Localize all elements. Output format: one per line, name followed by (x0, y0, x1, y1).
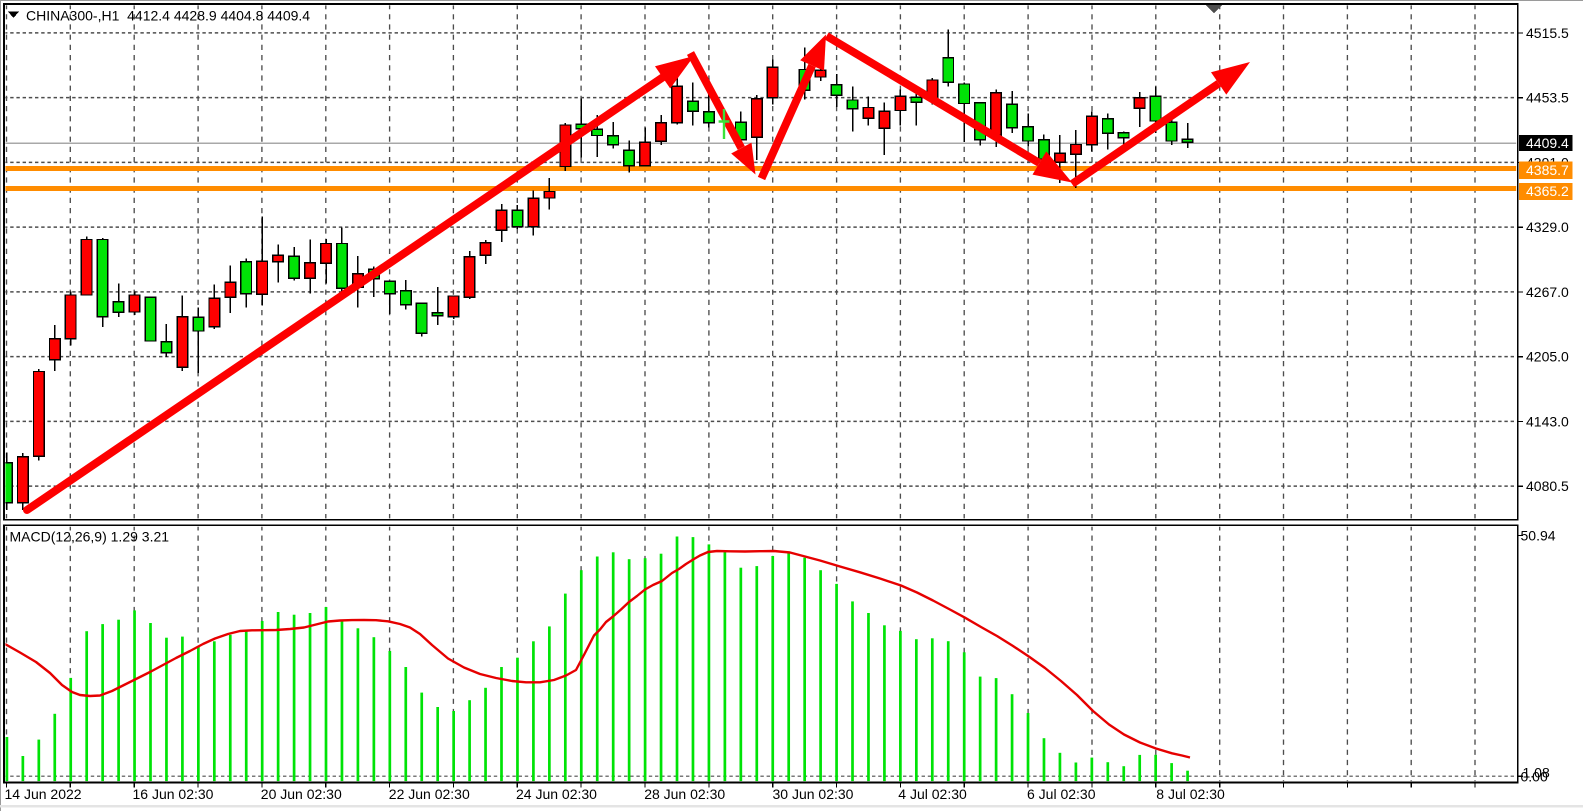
svg-text:6 Jul 02:30: 6 Jul 02:30 (1027, 786, 1096, 802)
svg-text:CHINA300-,H1 4412.4 4428.9 44: CHINA300-,H1 4412.4 4428.9 4404.8 4409.4 (26, 8, 310, 24)
svg-text:0.00: 0.00 (1521, 768, 1548, 784)
svg-text:24 Jun 02:30: 24 Jun 02:30 (516, 786, 597, 802)
svg-text:4267.0: 4267.0 (1526, 284, 1569, 300)
svg-text:14 Jun 2022: 14 Jun 2022 (5, 786, 82, 802)
svg-text:4143.0: 4143.0 (1526, 413, 1569, 429)
svg-text:16 Jun 02:30: 16 Jun 02:30 (133, 786, 214, 802)
svg-text:4385.7: 4385.7 (1526, 162, 1569, 178)
svg-text:4205.0: 4205.0 (1526, 349, 1569, 365)
svg-text:8 Jul 02:30: 8 Jul 02:30 (1156, 786, 1225, 802)
svg-text:1.08: 1.08 (1523, 765, 1550, 781)
svg-text:4080.5: 4080.5 (1526, 478, 1569, 494)
svg-text:4453.5: 4453.5 (1526, 90, 1569, 106)
svg-text:4329.0: 4329.0 (1526, 219, 1569, 235)
svg-text:4409.4: 4409.4 (1526, 135, 1569, 151)
svg-text:20 Jun 02:30: 20 Jun 02:30 (261, 786, 342, 802)
svg-text:4365.2: 4365.2 (1526, 183, 1569, 199)
svg-text:28 Jun 02:30: 28 Jun 02:30 (644, 786, 725, 802)
svg-text:30 Jun 02:30: 30 Jun 02:30 (773, 786, 854, 802)
svg-text:4515.5: 4515.5 (1526, 25, 1569, 41)
svg-text:50.94: 50.94 (1521, 528, 1556, 544)
svg-text:22 Jun 02:30: 22 Jun 02:30 (389, 786, 470, 802)
svg-text:4 Jul 02:30: 4 Jul 02:30 (898, 786, 967, 802)
svg-text:MACD(12,26,9) 1.29 3.21: MACD(12,26,9) 1.29 3.21 (10, 529, 170, 545)
